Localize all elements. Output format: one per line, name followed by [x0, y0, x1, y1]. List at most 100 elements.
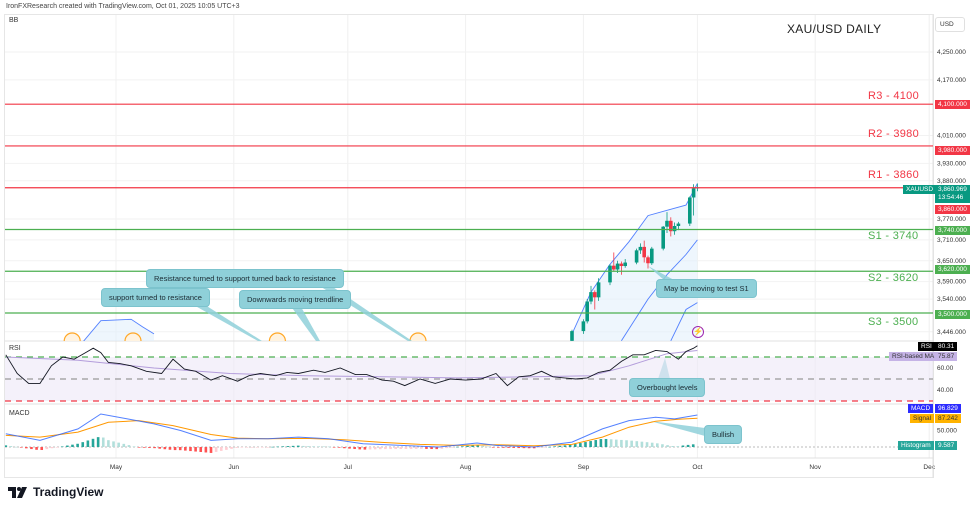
- macd-histogram-bar: [25, 447, 28, 449]
- macd-plot: [5, 413, 933, 453]
- macd-histogram-bar: [666, 445, 669, 447]
- macd-histogram-bar: [553, 446, 557, 447]
- signal-tag-value: 87.242: [935, 414, 961, 423]
- y-tick-label: 4,170.000: [937, 77, 966, 84]
- macd-histogram-bar: [420, 447, 423, 449]
- macd-histogram-bar: [76, 443, 79, 447]
- lightning-icon[interactable]: ⚡: [692, 326, 704, 338]
- rsi-panel-label[interactable]: RSI: [9, 345, 21, 352]
- macd-panel-label[interactable]: MACD: [9, 410, 30, 417]
- level-label-s3: S3 - 3500: [868, 316, 919, 328]
- macd-histogram-bar: [496, 447, 500, 448]
- macd-histogram-bar: [312, 446, 315, 447]
- candle-body: [581, 321, 586, 332]
- macd-histogram-bar: [425, 447, 428, 449]
- callout-trendline[interactable]: Downwards moving trendline: [239, 290, 352, 309]
- macd-histogram-bar: [261, 447, 264, 448]
- macd-histogram-bar: [486, 446, 490, 448]
- callout-test-s1[interactable]: May be moving to test S1: [656, 279, 757, 298]
- y-tick-label: 3,590.000: [937, 279, 966, 286]
- macd-histogram-bar: [548, 446, 551, 448]
- macd-histogram-bar: [358, 447, 362, 450]
- macd-histogram-bar: [101, 437, 105, 447]
- macd-histogram-bar: [440, 447, 444, 449]
- price-plot: [78, 183, 700, 341]
- macd-histogram-bar: [66, 445, 69, 447]
- macd-histogram-bar: [656, 443, 659, 447]
- callout-overbought[interactable]: Overbought levels: [629, 378, 706, 397]
- macd-histogram-bar: [517, 447, 521, 449]
- candle-body: [646, 257, 650, 264]
- x-tick-label: May: [110, 464, 123, 471]
- histogram-tag-value: 9.587: [935, 441, 958, 450]
- macd-tag-label: MACD: [908, 404, 934, 413]
- bb-indicator-label[interactable]: BB: [9, 17, 19, 24]
- x-tick-label: Nov: [809, 464, 821, 471]
- event-marker-icon: [409, 332, 427, 341]
- macd-histogram-bar: [404, 447, 408, 449]
- macd-histogram-bar: [60, 446, 64, 448]
- rsi-line: [5, 345, 698, 387]
- macd-histogram-bar: [225, 447, 228, 450]
- macd-histogram-bar: [91, 438, 95, 447]
- candle-body: [665, 220, 669, 227]
- y-tick-label: 3,540.000: [937, 296, 966, 303]
- macd-histogram-bar: [348, 447, 351, 449]
- x-tick-label: Sep: [578, 464, 590, 471]
- callout-bullish[interactable]: Bullish: [704, 425, 743, 444]
- candle-body: [676, 223, 681, 226]
- macd-histogram-bar: [645, 442, 649, 447]
- y-tick-label: 3,710.000: [937, 237, 966, 244]
- macd-histogram-bar: [491, 447, 495, 448]
- macd-histogram-bar: [271, 446, 274, 448]
- level-label-s2: S2 - 3620: [868, 272, 919, 284]
- macd-histogram-bar: [50, 447, 54, 449]
- macd-histogram-bar: [317, 446, 321, 447]
- macd-histogram-bar: [614, 439, 618, 447]
- macd-histogram-bar: [107, 440, 110, 447]
- macd-histogram-bar: [563, 445, 567, 447]
- x-tick-label: Jun: [229, 464, 240, 471]
- macd-histogram-bar: [189, 447, 192, 452]
- macd-histogram-bar: [430, 447, 433, 450]
- rsi-ma-line: [5, 350, 698, 379]
- macd-histogram-bar: [676, 446, 680, 447]
- macd-histogram-bar: [5, 445, 8, 447]
- macd-histogram-bar: [579, 443, 582, 447]
- macd-histogram-bar: [373, 447, 377, 450]
- macd-histogram-bar: [219, 447, 223, 451]
- macd-histogram-bar: [302, 445, 305, 447]
- macd-histogram-bar: [148, 447, 151, 448]
- macd-histogram-bar: [143, 447, 146, 448]
- macd-histogram-bar: [255, 447, 259, 448]
- macd-histogram-bar: [230, 447, 233, 449]
- x-tick-label: Jul: [344, 464, 353, 471]
- macd-histogram-bar: [609, 439, 613, 447]
- x-tick-label: Dec: [923, 464, 935, 471]
- macd-histogram-bar: [368, 447, 372, 450]
- macd-histogram-bar: [414, 447, 418, 449]
- x-tick-label: Aug: [460, 464, 472, 471]
- macd-histogram-bar: [281, 446, 285, 447]
- macd-histogram-bar: [45, 447, 49, 450]
- macd-histogram-bar: [296, 445, 300, 447]
- level-label-r1: R1 - 3860: [868, 169, 920, 181]
- callout-resistance-support[interactable]: Resistance turned to support turned back…: [146, 269, 344, 288]
- macd-histogram-bar: [127, 445, 131, 447]
- chart-credit: IronFXResearch created with TradingView.…: [6, 3, 240, 10]
- candle-body: [638, 246, 643, 251]
- macd-histogram-bar: [19, 447, 23, 448]
- currency-button[interactable]: USD: [935, 17, 965, 32]
- macd-histogram-bar: [55, 447, 59, 448]
- macd-histogram-bar: [266, 447, 269, 448]
- macd-histogram-bar: [650, 442, 654, 447]
- macd-histogram-bar: [86, 440, 90, 447]
- axis-tag-s1: 3,740.000: [935, 226, 970, 235]
- macd-histogram-bar: [178, 447, 182, 451]
- level-label-r2: R2 - 3980: [868, 128, 920, 140]
- candle-body: [589, 292, 593, 302]
- tradingview-logo[interactable]: TradingView: [8, 485, 103, 499]
- callout-support-resistance[interactable]: support turned to resistance: [101, 288, 210, 307]
- macd-histogram-bar: [573, 444, 577, 447]
